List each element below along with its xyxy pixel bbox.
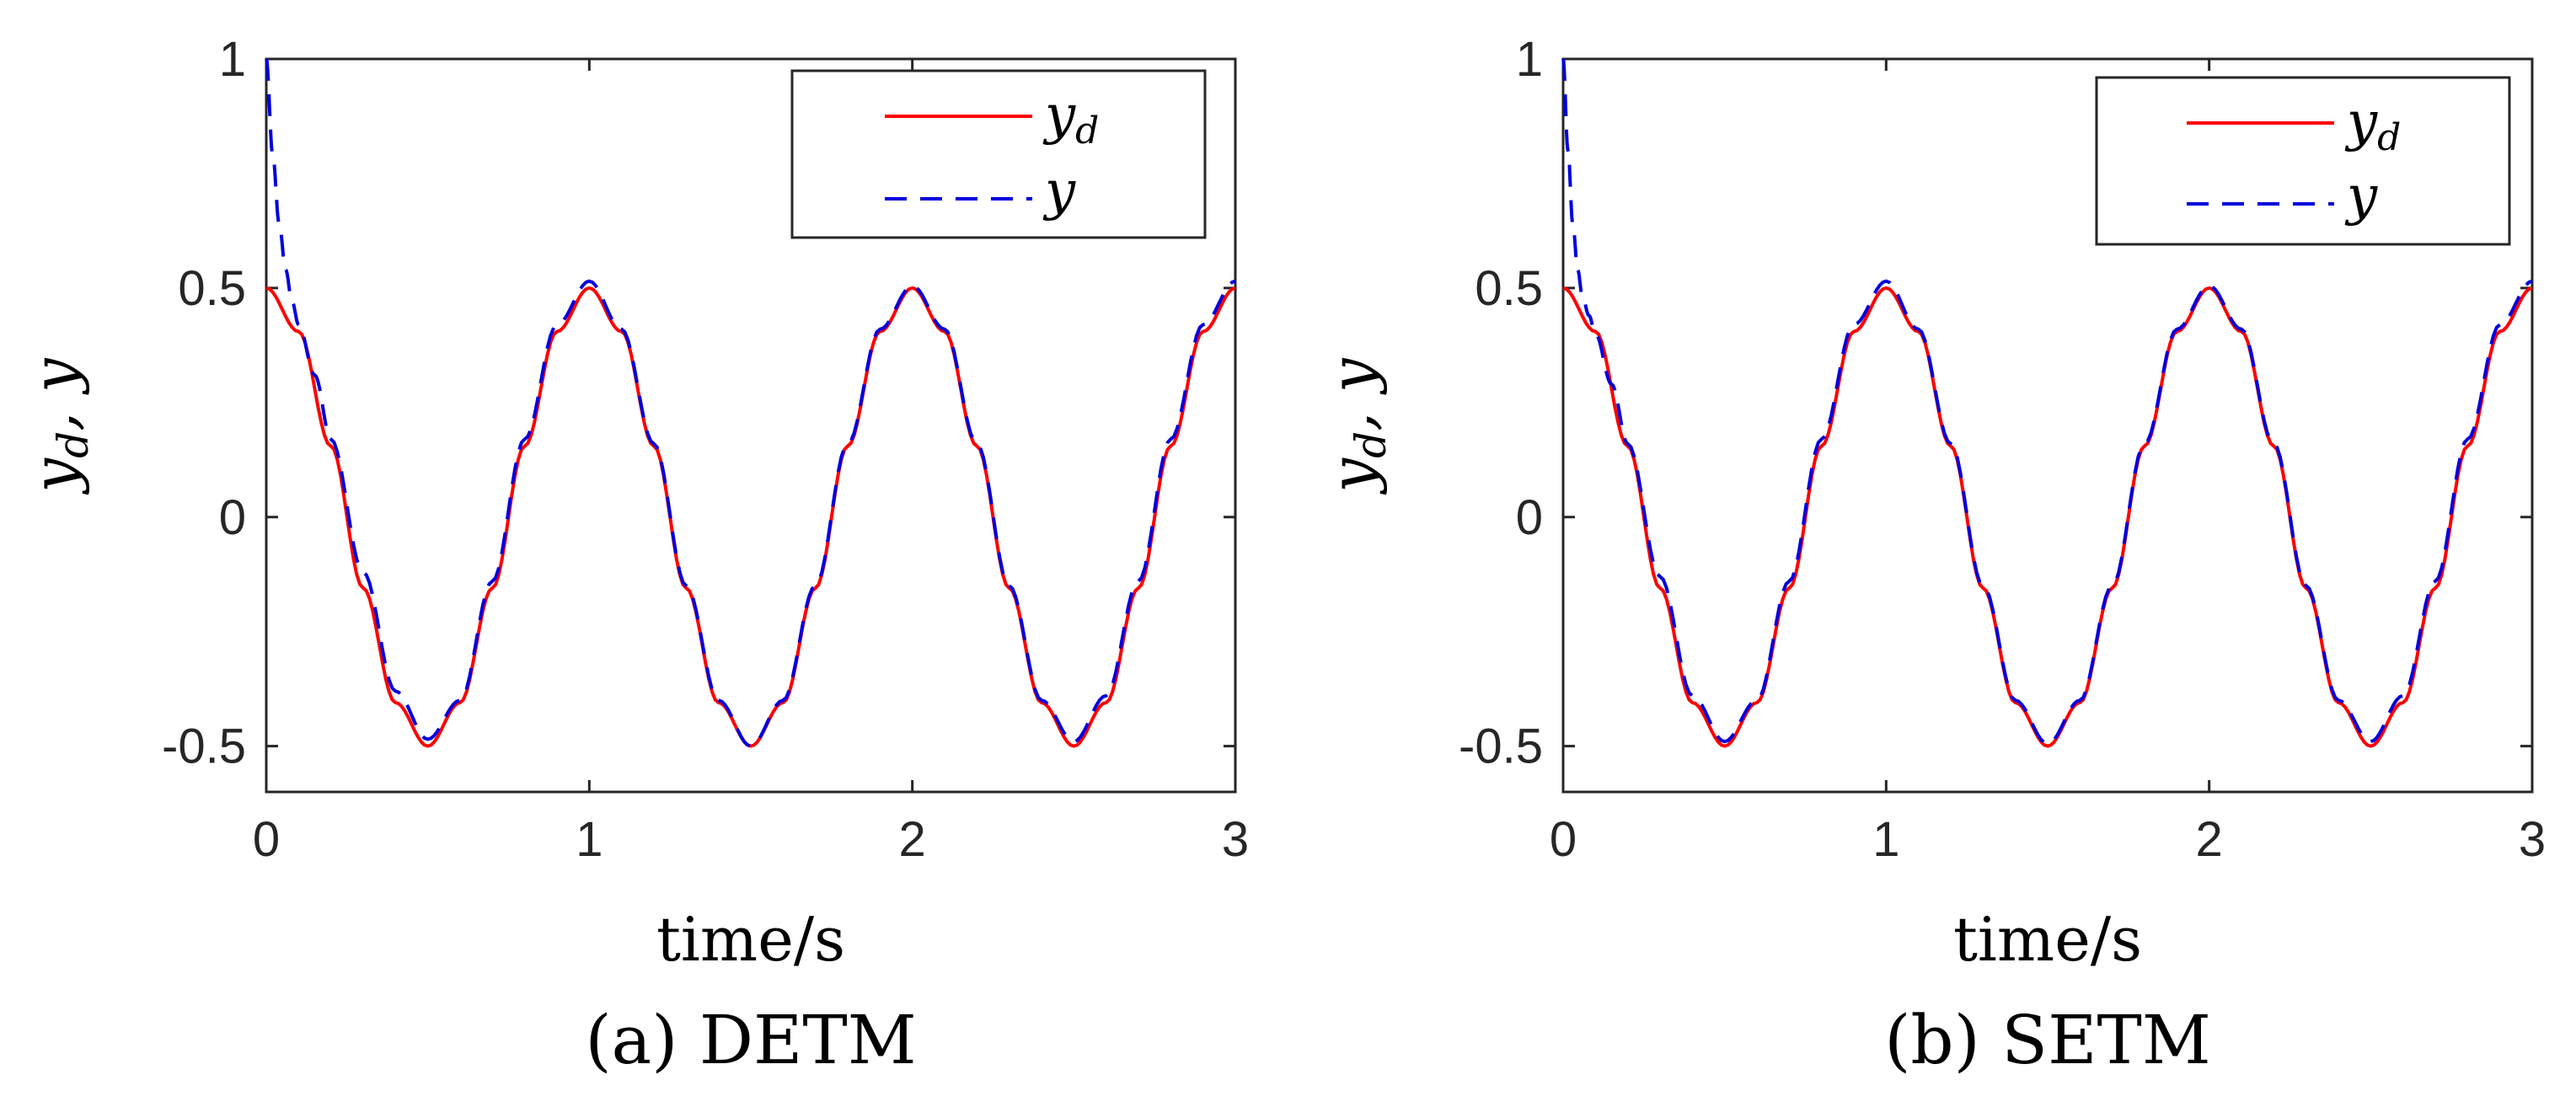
panel-a: 0 1 2 3-0.500.51 yd y yd, y time/s (a) DETM xyxy=(19,32,1249,1079)
x-tick-label-a-2: 2 xyxy=(899,812,926,867)
x-tick-label-a-1: 1 xyxy=(576,812,602,867)
x-tick-label-b-2: 2 xyxy=(2196,812,2223,867)
legend-box-a xyxy=(790,69,1207,239)
series-group-b xyxy=(1561,58,2533,748)
y-tick-label-b-1: 0 xyxy=(1516,490,1543,545)
legend-label-y-b: y xyxy=(2344,165,2378,227)
y-tick-label-a-0: -0.5 xyxy=(162,719,246,774)
legend-b: yd y xyxy=(2095,76,2511,246)
legend-label-yd-a: yd xyxy=(1042,84,1099,152)
x-tick-label-b-1: 1 xyxy=(1872,812,1899,867)
y-tick-label-a-3: 1 xyxy=(219,32,246,87)
x-tick-label-a-3: 3 xyxy=(1222,812,1249,867)
series-line-yd-b xyxy=(1562,286,2533,748)
legend-box-b xyxy=(2095,76,2511,246)
y-tick-label-b-3: 1 xyxy=(1516,32,1543,87)
legend-a: yd y xyxy=(790,69,1207,239)
series-group-a xyxy=(265,58,1236,748)
y-tick-label-a-2: 0.5 xyxy=(178,261,246,316)
y-axis-label-b: yd, y xyxy=(1317,357,1395,495)
y-tick-label-a-1: 0 xyxy=(219,490,246,545)
axis-tick-labels-b: 0 1 2 3-0.500.51 xyxy=(1459,32,2546,867)
x-tick-label-a-0: 0 xyxy=(253,812,280,867)
x-tick-label-b-0: 0 xyxy=(1550,812,1577,867)
x-axis-label-b: time/s xyxy=(1953,904,2142,975)
series-line-y-b xyxy=(1561,58,2533,746)
legend-label-y-a: y xyxy=(1042,160,1076,222)
legend-label-yd-b: yd xyxy=(2344,91,2401,159)
caption-b: (b) SETM xyxy=(1884,1001,2211,1079)
caption-a: (a) DETM xyxy=(585,1001,916,1079)
x-axis-label-a: time/s xyxy=(656,904,845,975)
series-line-y-a xyxy=(265,58,1236,748)
x-tick-label-b-3: 3 xyxy=(2519,812,2546,867)
panel-b: 0 1 2 3-0.500.51 yd y yd, y time/s (b) SETM xyxy=(1317,32,2546,1079)
y-axis-label-a: yd, y xyxy=(19,357,98,495)
series-line-yd-a xyxy=(265,286,1236,748)
axis-tick-labels-a: 0 1 2 3-0.500.51 xyxy=(162,32,1249,867)
y-tick-label-b-2: 0.5 xyxy=(1475,261,1543,316)
y-tick-label-b-0: -0.5 xyxy=(1459,719,1543,774)
